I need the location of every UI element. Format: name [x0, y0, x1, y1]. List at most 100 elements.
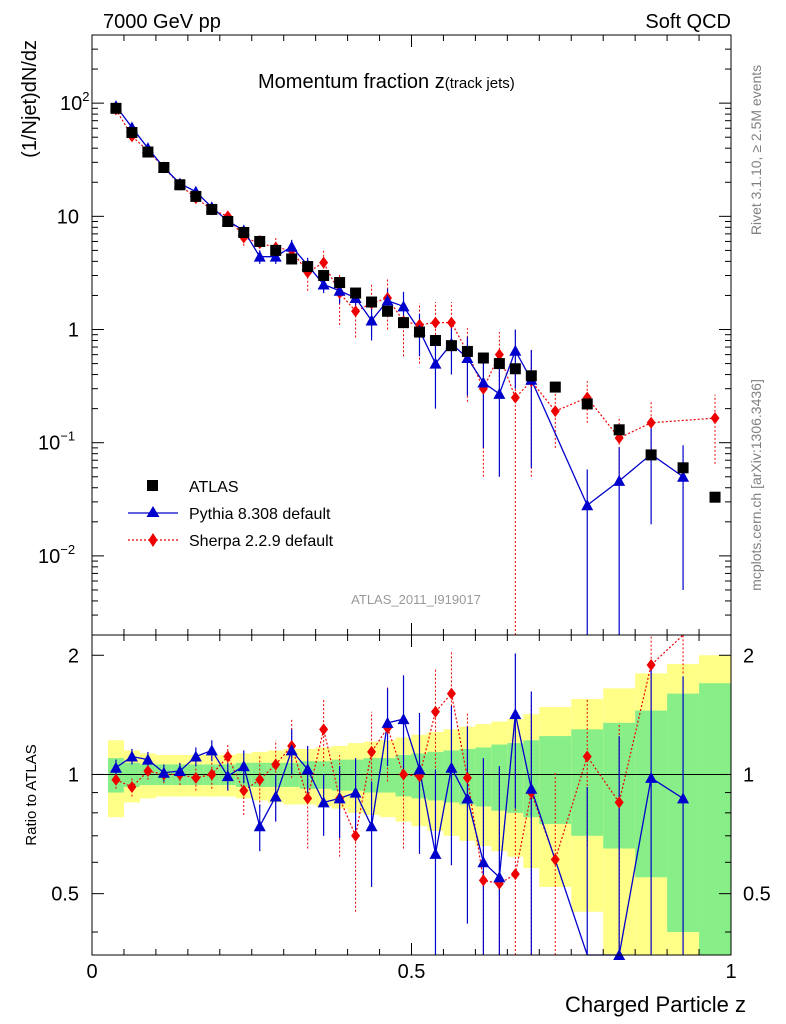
ratio-sherpa-marker [239, 784, 249, 797]
ratio-pythia-marker [141, 753, 154, 765]
ratio-y-tick-label-left: 1 [68, 764, 79, 786]
ratio-pythia-marker [125, 750, 138, 762]
atlas-marker [461, 345, 473, 357]
ratio-pythia-marker [221, 770, 234, 782]
ratio-sherpa-marker [462, 771, 472, 784]
ratio-sherpa-marker [582, 750, 592, 763]
atlas-marker [222, 216, 234, 228]
atlas-marker [334, 277, 346, 289]
ratio-sherpa-marker [127, 780, 137, 793]
ratio-sherpa-marker [111, 773, 121, 786]
atlas-marker [110, 102, 122, 114]
ratio-marks [92, 634, 731, 960]
source-label: mcplots.cern.ch [arXiv:1306.3436] [748, 379, 764, 591]
ratio-pythia-marker [381, 716, 394, 728]
main-y-tick-base: 10 [38, 546, 60, 568]
ratio-sherpa-marker [351, 829, 361, 842]
atlas-marker [613, 424, 625, 436]
ratio-pythia-marker [333, 792, 346, 804]
ratio-y-tick-label-left: 2 [68, 645, 79, 667]
sherpa-marker [646, 416, 656, 429]
pythia-marker [613, 474, 626, 486]
ratio-sherpa-marker [510, 868, 520, 881]
sherpa-marker [710, 412, 720, 425]
atlas-marker [525, 370, 537, 382]
main-y-tick-exp: 2 [82, 89, 89, 104]
atlas-marker [549, 381, 561, 393]
main-y-axis-label: (1/Njet)dN/dz [19, 40, 41, 158]
sherpa-marker [494, 348, 504, 361]
pythia-marker [253, 250, 266, 262]
ratio-sherpa-marker [271, 758, 281, 771]
atlas-marker [350, 287, 362, 299]
ratio-sherpa-marker [430, 705, 440, 718]
main-y-tick-label: 1 [68, 320, 79, 342]
ratio-sherpa-marker [143, 765, 153, 778]
ratio-pythia-marker [285, 744, 298, 756]
atlas-marker [581, 398, 593, 410]
ratio-sherpa-marker [223, 750, 233, 763]
ratio-sherpa-marker [614, 796, 624, 809]
ratio-sherpa-marker [550, 853, 560, 866]
ratio-pythia-marker [525, 782, 538, 794]
atlas-marker [238, 226, 250, 238]
pythia-marker [397, 300, 410, 312]
legend-pythia-marker [146, 506, 160, 517]
atlas-marker [318, 270, 330, 282]
ratio-pythia-marker [493, 871, 506, 883]
rivet-label: Rivet 3.1.10, ≥ 2.5M events [748, 65, 764, 235]
pythia-marker [269, 250, 282, 262]
atlas-marker [477, 352, 489, 364]
atlas-marker [398, 317, 410, 329]
ratio-y-tick-label-right: 0.5 [743, 884, 771, 906]
ratio-panel: 0.5 0.5 1 1 2 2 0 0.5 1 Ratio to ATLAS Charged P… [23, 634, 771, 1017]
pythia-marker [477, 376, 490, 388]
legend-atlas-marker [147, 480, 158, 491]
x-tick-label: 1 [725, 961, 736, 983]
ratio-pythia-marker [509, 708, 522, 720]
ratio-pythia-marker [237, 760, 250, 772]
ratio-sherpa-marker [207, 768, 217, 781]
ratio-sherpa-marker [399, 768, 409, 781]
atlas-marker [429, 334, 441, 346]
sherpa-line [115, 109, 716, 439]
sherpa-marker [510, 391, 520, 404]
pythia-marker [429, 357, 442, 369]
atlas-marker [174, 179, 186, 191]
legend: ATLAS Pythia 8.308 default Sherpa 2.2.9 … [128, 479, 334, 550]
ratio-y-tick-label-right: 1 [743, 764, 754, 786]
sherpa-marker [351, 305, 361, 318]
ratio-band-inner [699, 683, 731, 955]
atlas-marker [445, 340, 457, 352]
sherpa-marker [550, 405, 560, 418]
atlas-marker [142, 146, 154, 158]
atlas-marker [286, 253, 298, 265]
atlas-marker [190, 190, 202, 202]
main-title-sub: (track jets) [445, 75, 515, 92]
legend-atlas-label: ATLAS [189, 479, 239, 496]
ratio-band-inner [379, 758, 396, 793]
ratio-sherpa-line [115, 634, 684, 885]
energy-label: 7000 GeV pp [103, 11, 221, 33]
pythia-line [115, 105, 684, 507]
main-y-tick-base: 1 [68, 320, 79, 342]
ratio-pythia-marker [317, 796, 330, 808]
main-title-text: Momentum fraction z [258, 71, 445, 93]
atlas-marker [206, 203, 218, 215]
ratio-y-tick-label-right: 2 [743, 645, 754, 667]
pythia-marker [333, 284, 346, 296]
pythia-marker [677, 470, 690, 482]
atlas-marker [677, 462, 689, 474]
pythia-marker [317, 278, 330, 290]
ratio-pythia-marker [461, 792, 474, 804]
pythia-marker [285, 240, 298, 252]
atlas-marker [382, 305, 394, 317]
ratio-sherpa-marker [191, 771, 201, 784]
ratio-pythia-marker [301, 763, 314, 775]
ratio-pythia-marker [109, 761, 122, 773]
ratio-pythia-marker [365, 820, 378, 832]
main-y-tick-base: 10 [60, 93, 82, 115]
atlas-marker [302, 261, 314, 273]
